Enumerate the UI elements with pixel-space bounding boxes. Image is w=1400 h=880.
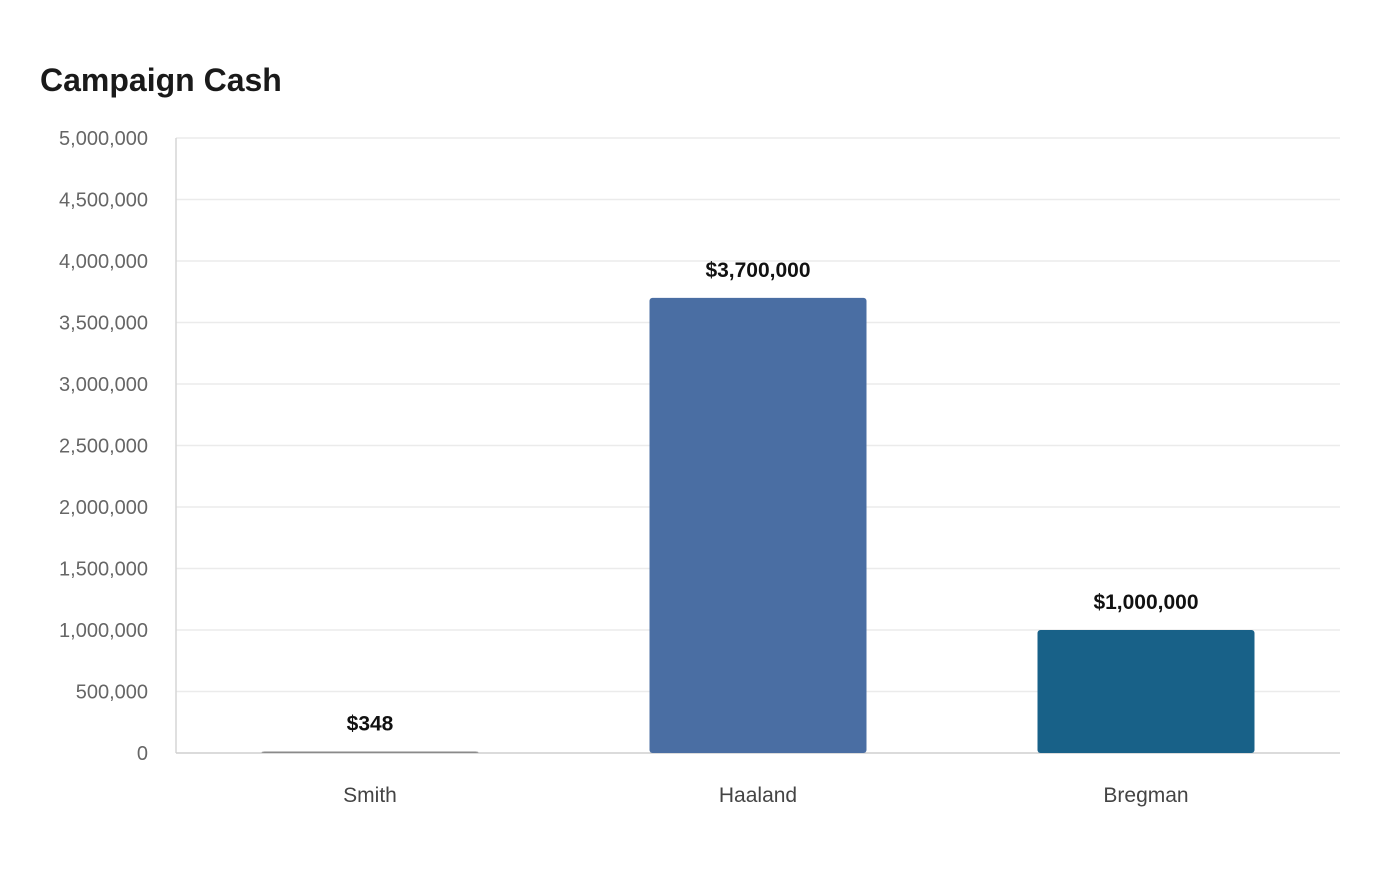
category-label-haaland: Haaland	[719, 784, 797, 807]
category-labels: Smith Haaland Bregman	[343, 784, 1188, 807]
y-tick-label: 1,500,000	[59, 559, 148, 581]
bar-smith	[261, 751, 479, 753]
y-tick-label: 5,000,000	[59, 128, 148, 150]
y-tick-label: 500,000	[76, 682, 148, 704]
bar-haaland	[649, 297, 867, 753]
y-tick-label: 4,500,000	[59, 190, 148, 212]
chart-title: Campaign Cash	[40, 62, 282, 98]
bar-bregman	[1037, 630, 1255, 753]
y-tick-label: 3,000,000	[59, 374, 148, 396]
y-tick-label: 2,000,000	[59, 497, 148, 519]
y-tick-label: 2,500,000	[59, 436, 148, 458]
y-tick-label: 4,000,000	[59, 251, 148, 273]
data-label-bregman: $1,000,000	[1093, 591, 1198, 614]
bars	[261, 297, 1255, 753]
y-tick-label: 0	[137, 743, 148, 765]
data-label-haaland: $3,700,000	[705, 259, 810, 282]
y-tick-label: 3,500,000	[59, 313, 148, 335]
y-tick-label: 1,000,000	[59, 620, 148, 642]
data-labels: $348 $3,700,000 $1,000,000	[347, 259, 1199, 736]
data-label-smith: $348	[347, 713, 394, 736]
y-tick-labels: 0 500,000 1,000,000 1,500,000 2,000,000 2,500…	[59, 128, 148, 765]
category-label-smith: Smith	[343, 784, 397, 807]
category-label-bregman: Bregman	[1103, 784, 1188, 807]
